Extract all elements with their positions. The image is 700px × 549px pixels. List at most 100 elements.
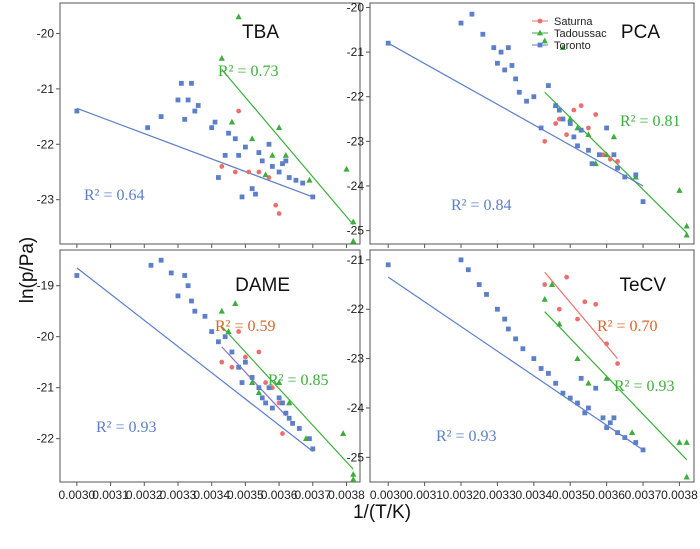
data-point: [343, 165, 350, 172]
data-point: [249, 186, 255, 191]
data-point: [282, 151, 289, 158]
data-point: [683, 222, 690, 229]
data-point: [553, 380, 559, 386]
r2-label: R² = 0.85: [268, 372, 329, 389]
data-point: [246, 169, 252, 175]
data-point: [222, 334, 228, 340]
data-point: [633, 440, 639, 445]
data-point: [276, 169, 282, 175]
data-point: [242, 144, 248, 150]
data-point: [202, 313, 208, 319]
data-point: [495, 306, 500, 312]
panel-title: TeCV: [620, 275, 667, 296]
data-point: [633, 172, 639, 178]
fit-line-toronto: [76, 267, 314, 452]
x-tick-label: 0.0031: [92, 488, 129, 502]
data-point: [256, 349, 262, 355]
panel-tba: -23 -22 -21 -20 TBA R² = 0.73 R² = 0.64: [37, 2, 361, 248]
data-point: [249, 135, 256, 142]
data-point: [219, 164, 225, 169]
data-point: [458, 257, 464, 263]
data-point: [266, 385, 272, 391]
legend-marker: [537, 18, 543, 24]
legend-marker: [537, 42, 543, 48]
data-point: [192, 108, 198, 114]
r2-label: R² = 0.93: [614, 378, 675, 395]
panel-dame: 0.00300.00310.00320.00330.00340.00350.00…: [37, 249, 365, 502]
data-point: [74, 108, 80, 114]
y-tick-label: -21: [347, 45, 365, 59]
data-point: [232, 300, 239, 306]
y-tick-label: -24: [347, 401, 365, 415]
data-point: [586, 405, 591, 411]
data-point: [603, 151, 610, 158]
data-point: [276, 124, 283, 131]
data-point: [256, 150, 262, 155]
data-point: [629, 429, 636, 436]
data-point: [283, 410, 289, 416]
data-point: [256, 169, 262, 175]
x-tick-label: 0.0034: [515, 488, 552, 502]
data-point: [239, 194, 245, 200]
data-point: [603, 374, 610, 381]
data-point: [216, 339, 221, 345]
panel-tecv: 0.0030 0.0031 0.0032 0.0033 0.0034 0.0035 0.00…: [347, 249, 698, 502]
panel-title: TBA: [242, 22, 279, 43]
data-point: [229, 349, 235, 355]
data-point: [168, 270, 174, 276]
r2-label: R² = 0.93: [96, 419, 157, 436]
data-point: [545, 371, 551, 376]
data-point: [574, 355, 581, 361]
data-point: [236, 108, 242, 114]
series-toronto: [74, 257, 316, 452]
data-point: [495, 60, 500, 66]
data-point: [545, 83, 551, 88]
data-point: [255, 389, 262, 396]
data-point: [622, 174, 628, 180]
data-point: [524, 98, 529, 104]
series-saturna: [542, 103, 620, 164]
data-point: [578, 103, 584, 109]
data-point: [296, 426, 302, 431]
data-point: [290, 420, 295, 426]
y-tick-label: -22: [37, 432, 55, 446]
data-point: [280, 400, 285, 406]
panel-title: PCA: [621, 22, 660, 43]
data-point: [611, 152, 617, 158]
data-point: [263, 400, 269, 406]
data-point: [615, 430, 620, 436]
data-point: [269, 405, 275, 411]
data-point: [622, 435, 628, 440]
r2-label: R² = 0.59: [215, 318, 276, 335]
data-point: [582, 299, 588, 305]
data-point: [216, 175, 221, 180]
data-point: [232, 136, 238, 142]
series-saturna: [542, 274, 620, 366]
data-point: [683, 231, 690, 238]
data-point: [600, 415, 606, 421]
data-point: [615, 361, 620, 366]
data-point: [307, 436, 312, 442]
data-point: [556, 320, 563, 327]
data-point: [222, 152, 228, 158]
data-point: [586, 125, 591, 131]
data-point: [218, 307, 225, 314]
y-tick-label: -22: [37, 137, 55, 151]
data-point: [283, 158, 289, 164]
data-point: [178, 80, 184, 86]
x-tick-label: 0.0033: [160, 488, 197, 502]
data-point: [585, 379, 592, 386]
data-point: [236, 329, 242, 334]
y-tick-label: -23: [347, 352, 365, 366]
data-point: [209, 329, 215, 334]
r2-label: R² = 0.81: [620, 113, 681, 130]
data-point: [571, 107, 577, 113]
data-point: [74, 273, 80, 278]
data-point: [604, 341, 610, 347]
data-point: [465, 267, 471, 273]
data-point: [567, 115, 574, 122]
data-point: [340, 430, 347, 436]
data-point: [232, 169, 238, 175]
data-point: [683, 473, 690, 480]
data-point: [266, 141, 272, 147]
